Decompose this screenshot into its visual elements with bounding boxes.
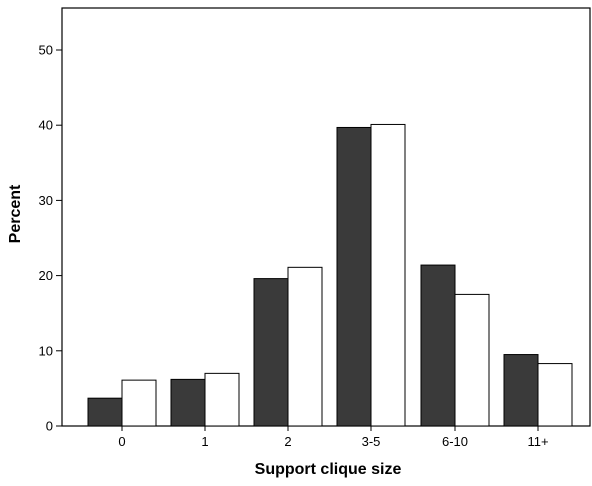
bar-series-2-2 (288, 267, 322, 426)
bar-series-1-1 (171, 379, 205, 426)
y-axis-ticks: 0 10 20 30 40 50 (39, 43, 62, 434)
bar-series-1-11+ (504, 355, 538, 426)
bar-series-1-3-5 (337, 127, 371, 426)
x-axis-title: Support clique size (255, 461, 402, 478)
y-tick-label: 10 (39, 343, 53, 358)
y-tick-label: 40 (39, 118, 53, 133)
bar-series-2-1 (205, 373, 239, 426)
bar-series-1-6-10 (421, 265, 455, 426)
x-axis-ticks: 0 1 2 3-5 6-10 11+ (118, 426, 548, 449)
bars-group (88, 124, 572, 426)
x-tick-label: 2 (284, 434, 291, 449)
bar-series-2-11+ (538, 364, 572, 426)
x-tick-label: 1 (201, 434, 208, 449)
x-tick-label: 3-5 (362, 434, 381, 449)
x-tick-label: 6-10 (442, 434, 468, 449)
x-tick-label: 0 (118, 434, 125, 449)
y-tick-label: 0 (46, 419, 53, 434)
y-tick-label: 20 (39, 268, 53, 283)
bar-series-2-3-5 (371, 124, 405, 426)
bar-series-2-6-10 (455, 294, 489, 426)
y-tick-label: 50 (39, 43, 53, 58)
bar-series-1-2 (254, 279, 288, 426)
bar-series-1-0 (88, 398, 122, 426)
y-axis-title: Percent (7, 184, 24, 243)
x-tick-label: 11+ (527, 434, 548, 449)
bar-series-2-0 (122, 380, 156, 426)
y-tick-label: 30 (39, 193, 53, 208)
